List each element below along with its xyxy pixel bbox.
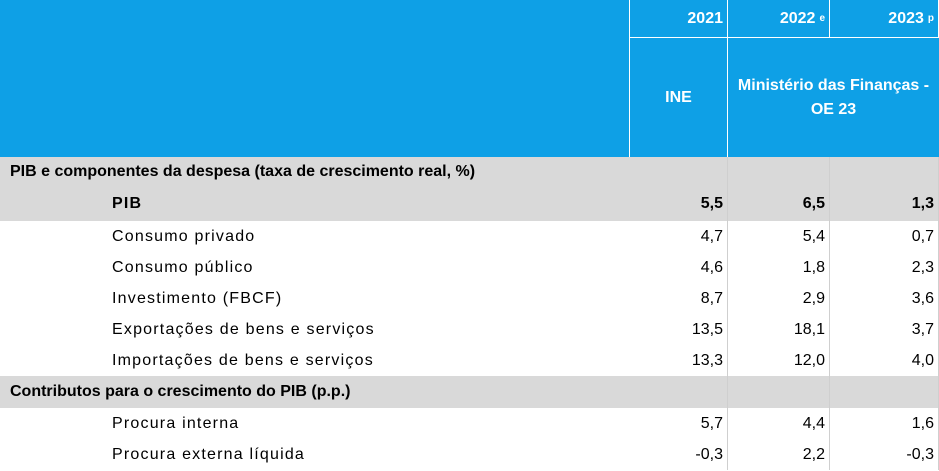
value: 5,5 bbox=[630, 186, 728, 221]
section-cell bbox=[830, 376, 939, 408]
value: 3,7 bbox=[830, 314, 939, 345]
row-label: PIB bbox=[0, 186, 630, 221]
value: 2,9 bbox=[728, 283, 830, 314]
section-cell bbox=[630, 157, 728, 186]
value: 6,5 bbox=[728, 186, 830, 221]
value: 5,7 bbox=[630, 408, 728, 439]
row-label: Investimento (FBCF) bbox=[112, 289, 283, 307]
section-title: Contributos para o crescimento do PIB (p… bbox=[0, 376, 630, 408]
year-header: 2022 e bbox=[728, 0, 830, 38]
year-header: 2023 p bbox=[830, 0, 939, 38]
value: -0,3 bbox=[630, 439, 728, 470]
value: 4,4 bbox=[728, 408, 830, 439]
value: -0,3 bbox=[830, 439, 939, 470]
value: 1,8 bbox=[728, 252, 830, 283]
section-cell bbox=[728, 157, 830, 186]
row-label: Importações de bens e serviços bbox=[112, 351, 374, 369]
value: 18,1 bbox=[728, 314, 830, 345]
value: 2,2 bbox=[728, 439, 830, 470]
year: 2022 bbox=[779, 9, 816, 27]
row-label: Consumo privado bbox=[112, 227, 256, 245]
header-blank bbox=[0, 0, 630, 157]
value: 3,6 bbox=[830, 283, 939, 314]
year: 2023 bbox=[888, 9, 924, 27]
year: 2021 bbox=[687, 9, 723, 27]
source: INE bbox=[630, 38, 728, 157]
value: 2,3 bbox=[830, 252, 939, 283]
section-title: PIB e componentes da despesa (taxa de cr… bbox=[0, 157, 630, 186]
value: 4,0 bbox=[830, 345, 939, 376]
section-cell bbox=[630, 376, 728, 408]
row-label: Procura interna bbox=[112, 414, 240, 432]
value: 4,6 bbox=[630, 252, 728, 283]
value: 13,5 bbox=[630, 314, 728, 345]
value: 1,3 bbox=[830, 186, 939, 221]
year-header: 2021 bbox=[630, 0, 728, 38]
section-cell bbox=[830, 157, 939, 186]
value: 0,7 bbox=[830, 221, 939, 252]
section-cell bbox=[728, 376, 830, 408]
value: 8,7 bbox=[630, 283, 728, 314]
value: 1,6 bbox=[830, 408, 939, 439]
source: Ministério das Finanças - OE 23 bbox=[728, 38, 939, 157]
year-note: e bbox=[819, 13, 825, 24]
value: 4,7 bbox=[630, 221, 728, 252]
row-label: Exportações de bens e serviços bbox=[112, 320, 375, 338]
year-note: p bbox=[927, 13, 934, 24]
value: 13,3 bbox=[630, 345, 728, 376]
value: 5,4 bbox=[728, 221, 830, 252]
value: 12,0 bbox=[728, 345, 830, 376]
row-label: Consumo público bbox=[112, 258, 254, 276]
row-label: Procura externa líquida bbox=[112, 445, 306, 463]
